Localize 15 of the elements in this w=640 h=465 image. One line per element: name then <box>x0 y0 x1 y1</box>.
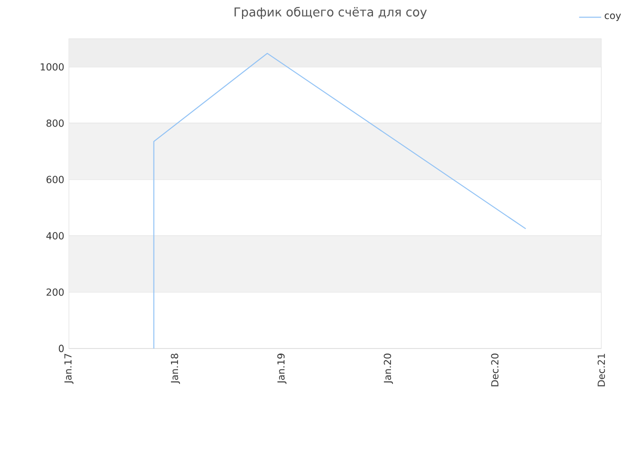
x-tick-label: Jan.19 <box>277 354 286 384</box>
line-series <box>153 53 526 349</box>
y-tick-label: 1000 <box>40 63 64 71</box>
x-tick-label: Jan.18 <box>170 354 180 384</box>
y-tick-label: 0 <box>58 344 64 352</box>
y-tick-label: 800 <box>46 120 64 128</box>
y-tick-label: 400 <box>46 232 64 240</box>
x-tick-label: Dec.21 <box>598 354 605 386</box>
x-tick-label: Jan.17 <box>64 354 74 384</box>
legend-label: coy <box>604 14 621 22</box>
y-tick-label: 200 <box>46 288 64 296</box>
x-tick-label: Dec.20 <box>491 354 498 386</box>
y-tick-label: 600 <box>46 176 64 184</box>
chart-title: График общего счёта для coy <box>234 7 427 20</box>
x-tick-label: Jan.20 <box>384 354 393 384</box>
